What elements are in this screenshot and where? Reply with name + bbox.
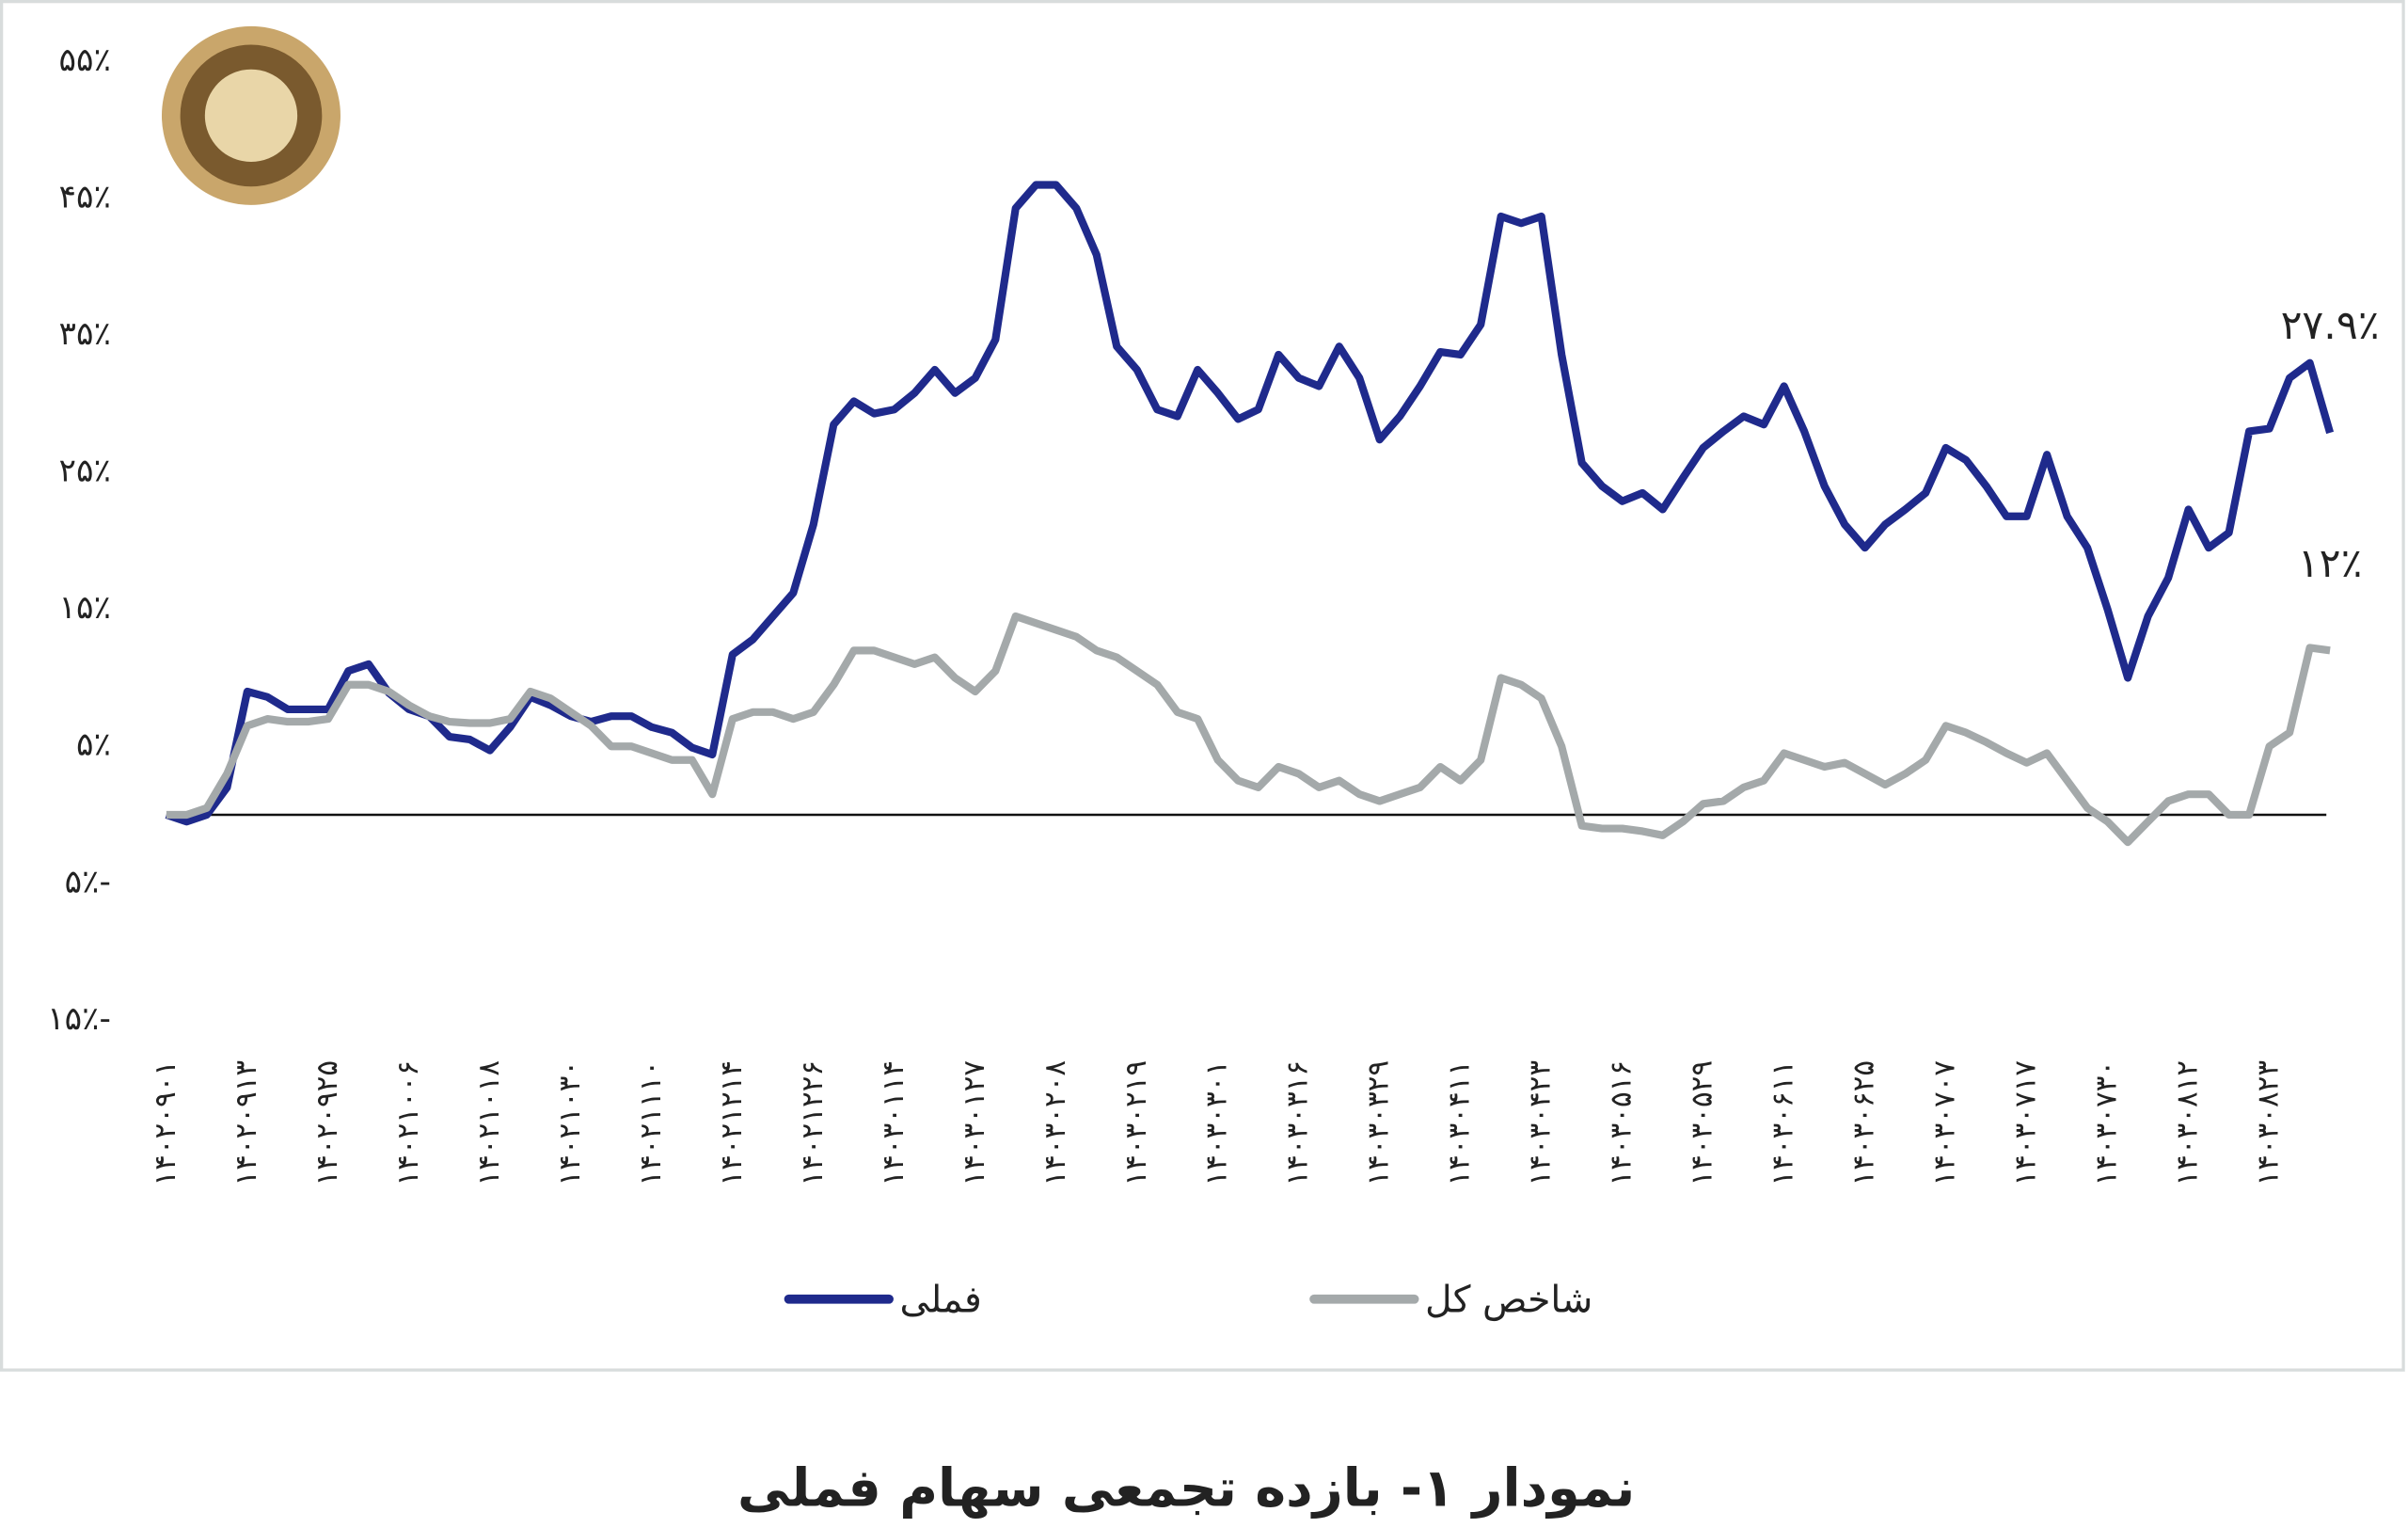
legend-label: فملی bbox=[900, 1280, 982, 1322]
x-tick-label: ۱۴۰۲۱۰۰۶ bbox=[391, 1060, 425, 1186]
x-tick-label: ۱۴۰۲۱۲۱۴ bbox=[715, 1060, 749, 1186]
x-tick-label: ۱۴۰۳۰۷۱۷ bbox=[2009, 1060, 2043, 1186]
x-tick-label: ۱۴۰۳۰۸۲۳ bbox=[2252, 1060, 2286, 1186]
y-tick-label: ۵۵٪ bbox=[59, 41, 111, 79]
x-tick-label: ۱۴۰۳۰۱۲۷ bbox=[958, 1060, 991, 1186]
x-tick-label: ۱۴۰۳۰۳۲۹ bbox=[1362, 1060, 1396, 1186]
logo bbox=[161, 25, 341, 205]
y-tick-label: ۴۵٪ bbox=[59, 179, 111, 216]
x-tick-label: ۱۴۰۳۰۲۱۹ bbox=[1119, 1060, 1153, 1186]
x-tick-label: ۱۴۰۳۰۱۱۴ bbox=[877, 1060, 911, 1186]
y-tick-label: ۵٪ bbox=[76, 726, 111, 764]
chart-frame bbox=[0, 0, 2405, 1372]
x-tick-label: ۱۴۰۳۰۳۱۶ bbox=[1281, 1060, 1315, 1186]
x-tick-label: ۱۴۰۳۰۴۲۳ bbox=[1524, 1060, 1558, 1186]
logo-center bbox=[204, 69, 298, 162]
x-tick-label: ۱۴۰۲۰۹۲۵ bbox=[310, 1060, 344, 1186]
x-tick-label: ۱۴۰۳۰۳۰۱ bbox=[1200, 1060, 1234, 1186]
x-tick-label: ۱۴۰۳۰۴۱۱ bbox=[1443, 1060, 1477, 1186]
x-tick-label: ۱۴۰۳۰۵۱۶ bbox=[1605, 1060, 1639, 1186]
x-tick-label: ۱۴۰۲۱۰۱۸ bbox=[472, 1060, 506, 1186]
x-tick-label: ۱۴۰۳۰۸۱۲ bbox=[2171, 1060, 2205, 1186]
chart-title: نمودار ۱- بازده تجمعی سهام فملی bbox=[737, 1458, 1635, 1520]
x-tick-label: ۱۴۰۳۰۷۰۷ bbox=[1928, 1060, 1962, 1186]
x-tick-label: ۱۴۰۲۱۰۳۰ bbox=[553, 1060, 587, 1186]
x-tick-label: ۱۴۰۳۰۵۲۹ bbox=[1686, 1060, 1719, 1186]
y-tick-label: ۲۵٪ bbox=[59, 453, 111, 490]
y-tick-label: ۵٪- bbox=[65, 863, 111, 900]
x-tick-label: ۱۴۰۲۰۹۰۱ bbox=[149, 1060, 182, 1186]
x-tick-label: ۱۴۰۳۰۶۱۱ bbox=[1766, 1060, 1800, 1186]
x-tick-label: ۱۴۰۲۱۲۲۶ bbox=[796, 1060, 830, 1186]
y-tick-label: ۳۵٪ bbox=[59, 315, 111, 353]
x-tick-label: ۱۴۰۳۰۷۳۰ bbox=[2090, 1060, 2124, 1186]
data-label: ۱۲٪ bbox=[2298, 540, 2363, 587]
y-tick-label: ۱۵٪- bbox=[47, 1000, 111, 1038]
x-tick-label: ۱۴۰۲۱۱۱۰ bbox=[634, 1060, 668, 1186]
series-line bbox=[166, 612, 2331, 847]
x-tick-label: ۱۴۰۲۰۹۱۳ bbox=[230, 1060, 263, 1186]
y-tick-label: ۱۵٪ bbox=[59, 589, 111, 627]
x-tick-label: ۱۴۰۳۰۶۲۵ bbox=[1847, 1060, 1881, 1186]
legend-label: شاخص کل bbox=[1425, 1280, 1592, 1322]
data-label: ۲۷.۹٪ bbox=[2281, 302, 2380, 349]
x-tick-label: ۱۴۰۳۰۲۰۸ bbox=[1038, 1060, 1072, 1186]
